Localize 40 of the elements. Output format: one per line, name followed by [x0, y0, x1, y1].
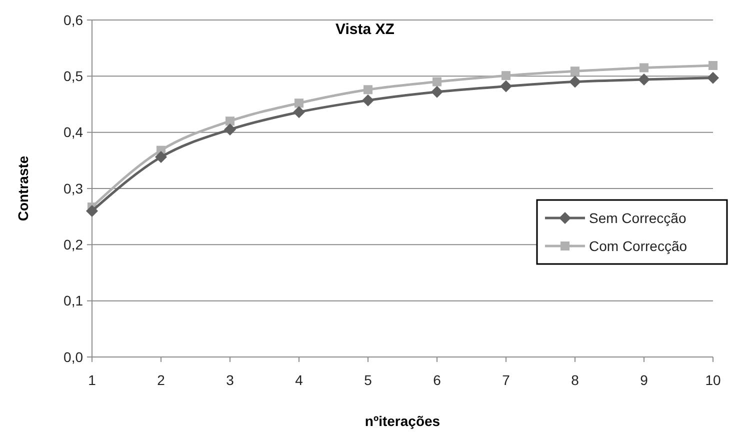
y-axis-title: Contraste	[15, 156, 31, 222]
legend-label: Sem Correcção	[589, 210, 686, 226]
y-tick-label: 0,4	[64, 124, 84, 140]
point	[431, 86, 443, 98]
x-tick-label: 3	[226, 372, 234, 388]
x-tick-label: 2	[157, 372, 166, 388]
x-tick-label: 6	[433, 372, 442, 388]
legend-label: Com Correcção	[589, 238, 688, 254]
x-axis-title: nºiterações	[364, 413, 440, 429]
y-tick-label: 0,3	[64, 180, 84, 196]
point	[569, 76, 581, 88]
y-tick-label: 0,5	[64, 68, 84, 84]
point	[293, 106, 305, 118]
point	[226, 116, 234, 126]
y-tick-label: 0,1	[64, 292, 84, 309]
y-tick-label: 0,6	[64, 12, 84, 28]
point	[432, 77, 442, 86]
x-tick-label: 4	[295, 372, 304, 388]
point	[502, 71, 510, 80]
y-tick-label: 0,0	[64, 348, 84, 365]
point	[500, 80, 512, 92]
x-tick-label: 5	[364, 372, 372, 388]
x-tick-label: 8	[571, 372, 580, 388]
point	[224, 124, 236, 136]
x-tick-label: 1	[88, 372, 96, 388]
y-tick-label: 0,2	[64, 236, 84, 253]
x-tick-label: 9	[640, 372, 648, 388]
point	[640, 63, 648, 72]
point	[638, 74, 650, 86]
point	[364, 85, 372, 94]
point	[155, 151, 167, 164]
point	[86, 204, 98, 217]
point	[708, 60, 718, 70]
point	[707, 72, 719, 84]
x-tick-label: 10	[705, 372, 721, 388]
point	[362, 94, 374, 106]
chart-title: Vista XZ	[336, 21, 394, 38]
x-tick-label: 7	[502, 372, 510, 388]
point	[294, 98, 304, 108]
point	[570, 66, 580, 76]
